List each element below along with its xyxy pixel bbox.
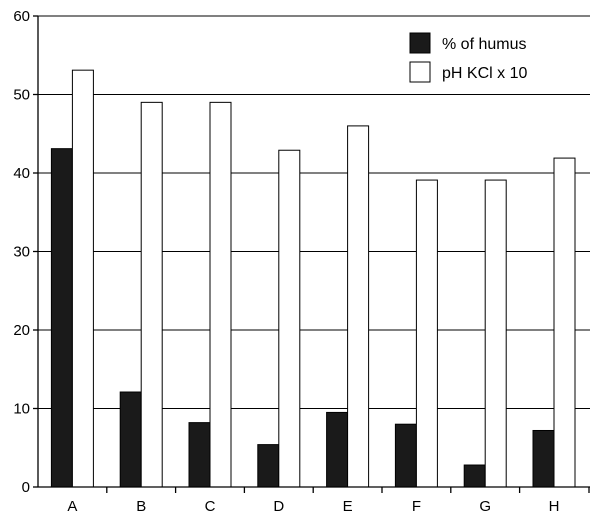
y-tick-label: 40 [13,165,30,182]
x-tick-label: D [273,498,284,515]
x-tick-label: A [67,498,77,515]
x-tick-label: F [412,498,421,515]
bar-humus-H [532,429,555,488]
legend-swatch-0 [409,32,431,54]
legend: % of humus pH KCl x 10 [409,32,527,83]
bar-ph-E [347,125,370,488]
bar-ph-A [71,69,94,488]
x-tick-label: G [479,498,491,515]
bar-humus-F [394,423,417,488]
y-tick-label: 60 [13,8,30,25]
bar-ph-C [209,101,232,488]
bars [50,69,576,488]
y-tick-label: 10 [13,401,30,418]
bar-humus-C [188,422,211,488]
x-tick-label: H [549,498,560,515]
legend-label-0: % of humus [442,36,526,53]
y-tick-label: 0 [22,479,30,496]
bar-ph-F [415,179,438,488]
x-tick-label: B [136,498,146,515]
x-tick-label: E [343,498,353,515]
y-tick-label: 30 [13,244,30,261]
y-tick-label: 50 [13,87,30,104]
y-ticks: 0 10 20 30 40 50 60 [13,8,38,496]
legend-swatch-1 [409,61,431,83]
bar-humus-D [257,444,280,488]
x-ticks: A B C D E F G H [67,487,590,515]
bar-ph-D [278,149,301,488]
bar-humus-E [326,411,349,488]
bar-ph-G [484,179,507,488]
bar-humus-B [119,391,142,488]
bar-ph-H [553,157,576,488]
bar-humus-G [463,464,486,488]
x-tick-label: C [205,498,216,515]
bar-ph-B [140,101,163,488]
bar-humus-A [50,148,73,488]
y-tick-label: 20 [13,322,30,339]
legend-label-1: pH KCl x 10 [442,65,527,82]
